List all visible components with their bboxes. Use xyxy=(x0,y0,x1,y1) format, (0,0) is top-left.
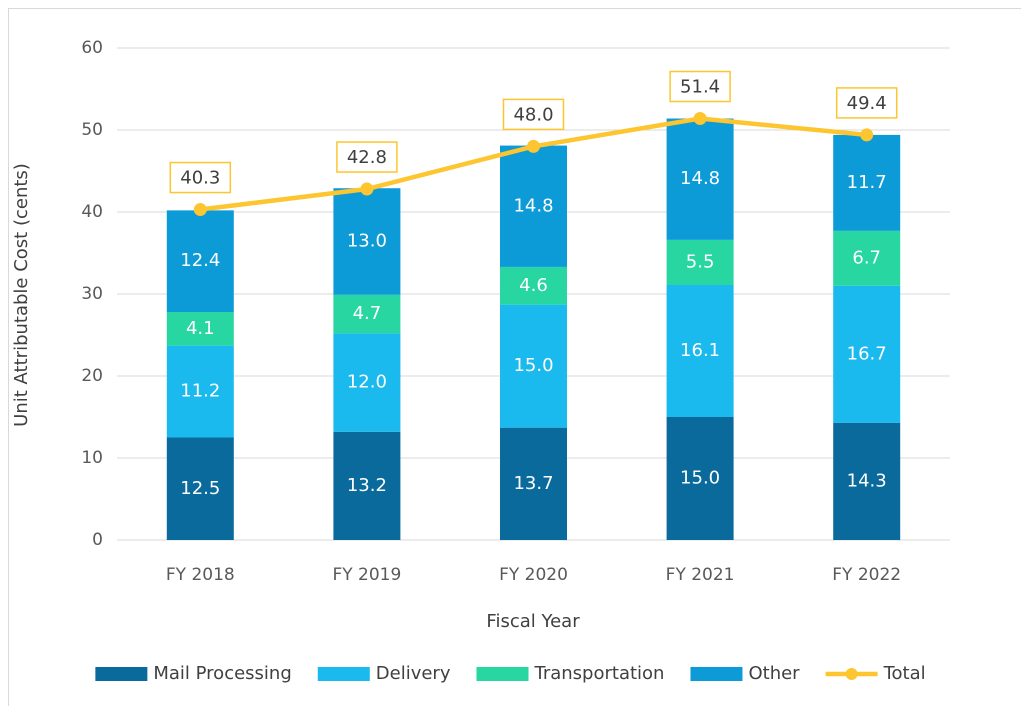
data-label: 48.0 xyxy=(513,104,553,125)
total-point xyxy=(360,182,374,196)
bar-segment xyxy=(166,437,234,540)
legend-label: Other xyxy=(748,663,800,684)
x-axis-title: Fiscal Year xyxy=(486,611,580,632)
x-tick-label: FY 2018 xyxy=(166,565,235,585)
data-label: 51.4 xyxy=(680,77,720,98)
data-label: 13.7 xyxy=(513,473,553,494)
total-point xyxy=(527,139,540,153)
data-label-box xyxy=(502,98,565,131)
data-label: 14.8 xyxy=(680,168,720,189)
chart-frame xyxy=(8,8,1021,706)
data-label: 15.0 xyxy=(513,355,553,376)
y-tick-label: 20 xyxy=(81,366,103,386)
bar-segment xyxy=(833,422,901,540)
data-label: 4.7 xyxy=(353,303,382,324)
bar-segment xyxy=(666,284,734,417)
x-tick-label: FY 2020 xyxy=(499,565,568,585)
legend-label: Delivery xyxy=(376,663,451,684)
data-label: 5.5 xyxy=(686,251,715,272)
bar-segment xyxy=(500,304,567,428)
bar-segment xyxy=(833,285,901,423)
y-tick-label: 30 xyxy=(81,284,103,304)
data-label: 15.0 xyxy=(680,468,720,489)
data-label: 12.0 xyxy=(347,372,387,393)
data-label: 49.4 xyxy=(847,93,887,114)
data-label: 14.8 xyxy=(513,195,553,216)
data-label: 11.2 xyxy=(180,381,220,402)
y-tick-label: 0 xyxy=(92,530,103,550)
bar-segment xyxy=(333,431,401,540)
data-label: 13.2 xyxy=(347,475,387,496)
legend-swatch xyxy=(95,667,148,681)
total-point xyxy=(193,203,207,217)
total-point xyxy=(693,112,707,126)
data-label: 13.0 xyxy=(347,231,387,252)
x-tick-label: FY 2022 xyxy=(832,565,901,585)
data-label: 4.6 xyxy=(519,275,548,296)
y-tick-label: 60 xyxy=(81,38,103,58)
bar-segment xyxy=(500,145,567,267)
data-label: 40.3 xyxy=(180,168,220,189)
data-label: 16.1 xyxy=(680,340,720,361)
data-label: 11.7 xyxy=(847,172,887,193)
bar-segment xyxy=(500,266,567,305)
legend-swatch xyxy=(476,667,529,681)
data-label-box xyxy=(835,87,898,119)
bar-segment xyxy=(833,134,901,231)
data-label-box xyxy=(169,161,232,194)
x-tick-label: FY 2021 xyxy=(666,565,735,585)
bar-segment xyxy=(333,294,401,334)
y-tick-label: 50 xyxy=(81,120,103,140)
data-label: 14.3 xyxy=(847,470,887,491)
bar-segment xyxy=(833,230,901,286)
bar-segment xyxy=(333,333,401,432)
total-point xyxy=(860,128,874,142)
legend-label: Transportation xyxy=(533,663,664,684)
bar-segment xyxy=(166,345,234,438)
data-label: 6.7 xyxy=(852,247,881,268)
bar-segment xyxy=(500,427,567,540)
bar-segment xyxy=(666,417,734,540)
y-tick-label: 10 xyxy=(81,448,103,468)
bar-segment xyxy=(666,239,734,285)
legend-swatch xyxy=(690,667,743,681)
bar-segment xyxy=(166,210,234,313)
bar-segment xyxy=(666,118,734,240)
bar-segment xyxy=(166,312,234,346)
y-tick-label: 40 xyxy=(81,202,103,222)
data-label-box xyxy=(336,141,398,173)
data-label-box xyxy=(669,70,731,103)
data-label: 42.8 xyxy=(347,147,387,168)
legend-label: Mail Processing xyxy=(153,663,291,684)
data-label: 16.7 xyxy=(847,343,887,364)
data-label: 4.1 xyxy=(186,318,215,339)
data-label: 12.4 xyxy=(180,250,220,271)
bar-segment xyxy=(333,188,401,295)
legend-point xyxy=(845,668,858,680)
legend-label: Total xyxy=(883,663,926,684)
legend-swatch xyxy=(317,667,370,681)
x-tick-label: FY 2019 xyxy=(332,565,401,585)
y-axis-title: Unit Attributable Cost (cents) xyxy=(11,163,32,427)
data-label: 12.5 xyxy=(180,478,220,499)
